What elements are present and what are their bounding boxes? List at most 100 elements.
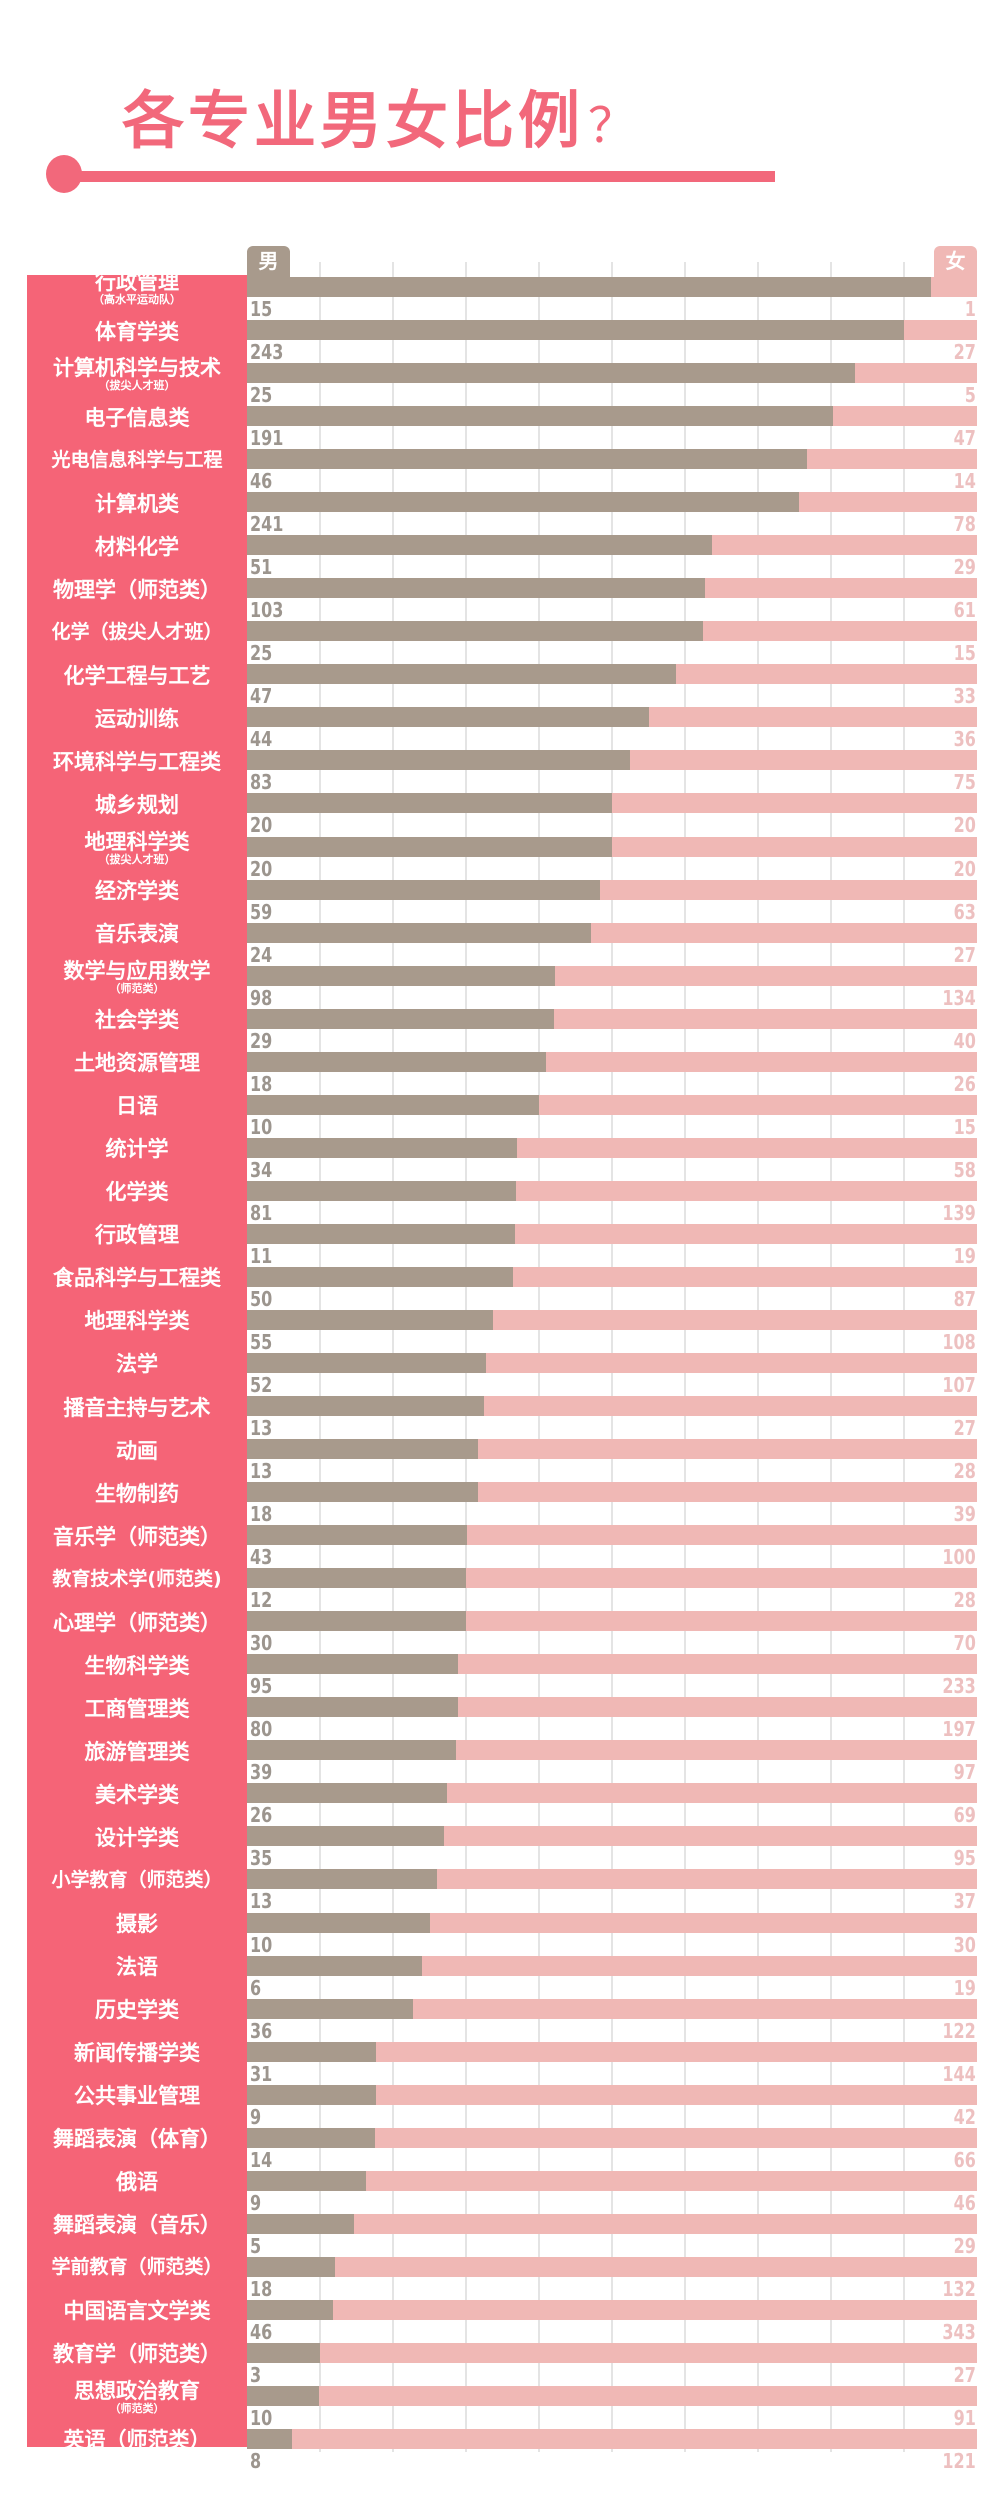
category-label: 音乐学（师范类） [27,1515,247,1558]
value-male: 10 [250,1932,273,1957]
bar-female [630,750,977,771]
value-male: 39 [250,1760,273,1785]
category-label-main: 设计学类 [95,1825,179,1850]
value-female: 20 [953,856,976,881]
category-label: 日语 [27,1085,247,1128]
category-label: 英语（师范类） [27,2419,247,2462]
category-label-main: 播音主持与艺术 [63,1395,211,1420]
value-male: 14 [250,2147,273,2172]
value-male: 31 [250,2061,273,2086]
value-female: 95 [953,1846,976,1871]
bar-male [247,1137,517,1158]
category-label: 环境科学与工程类 [27,740,247,783]
decorative-line [70,171,775,182]
value-male: 15 [250,297,273,321]
category-label-main: 学前教育（师范类） [51,2256,223,2279]
bar-male [247,277,932,297]
value-male: 35 [250,1846,273,1871]
category-label: 工商管理类 [27,1687,247,1730]
value-female: 29 [953,2233,976,2258]
category-label: 计算机类 [27,482,247,525]
bar-male [247,2385,320,2406]
value-male: 80 [250,1717,273,1742]
bar-female [334,2256,977,2277]
value-female: 87 [953,1286,976,1311]
category-label: 生物科学类 [27,1644,247,1687]
category-label: 播音主持与艺术 [27,1386,247,1429]
bar-female [612,793,977,814]
bar-female [553,1008,977,1029]
bar-male [247,320,904,341]
bar-male [247,2256,335,2277]
category-label-main: 行政管理 [95,1223,179,1248]
category-label-sub: （拔尖人才班） [98,852,176,866]
bar-male [247,965,556,986]
bar-male [247,2084,376,2105]
category-label-main: 工商管理类 [84,1696,190,1721]
category-label: 城乡规划 [27,783,247,826]
value-male: 83 [250,770,273,795]
value-female: 47 [953,426,976,451]
category-label: 俄语 [27,2161,247,2204]
category-label-main: 历史学类 [95,1998,179,2023]
bar-female [484,1396,977,1417]
bar-male [247,621,704,642]
category-label: 动画 [27,1429,247,1472]
category-label: 材料化学 [27,525,247,568]
bar-female [515,1180,977,1201]
value-female: 28 [953,1459,976,1484]
category-label: 计算机科学与技术 （拔尖人才班） [27,353,247,396]
value-male: 20 [250,856,273,881]
value-female: 108 [942,1329,976,1354]
bar-male [247,1482,478,1503]
bar-male [247,535,713,556]
value-female: 66 [953,2147,976,2172]
category-label: 旅游管理类 [27,1730,247,1773]
value-male: 18 [250,1071,273,1096]
value-female: 121 [942,2449,976,2473]
category-label: 舞蹈表演（音乐） [27,2204,247,2247]
value-male: 36 [250,2018,273,2043]
page-title: 各专业男女比例？ [122,70,640,160]
value-male: 47 [250,684,273,709]
category-label-main: 计算机类 [95,491,179,516]
value-male: 59 [250,899,273,924]
value-male: 9 [250,2104,262,2129]
category-label-main: 法语 [116,1955,158,1980]
bar-female [590,922,977,943]
legend-female: 女 [934,246,977,280]
bar-female [436,1869,977,1890]
value-male: 29 [250,1028,273,1053]
bar-female [375,2084,977,2105]
category-label: 教育学（师范类） [27,2333,247,2376]
category-label-main: 经济学类 [95,879,179,904]
category-label-sub: （拔尖人才班） [98,379,176,393]
category-label-main: 运动训练 [95,706,179,731]
category-label: 新闻传播学类 [27,2032,247,2075]
bar-female [466,1611,977,1632]
value-female: 58 [953,1157,976,1182]
category-label: 电子信息类 [27,396,247,439]
bar-male [247,836,612,857]
category-label-main: 材料化学 [95,534,179,559]
value-female: 233 [942,1674,976,1699]
bar-male [247,1568,466,1589]
category-label-main: 音乐表演 [95,922,179,947]
category-label: 食品科学与工程类 [27,1257,247,1300]
bar-male [247,1309,494,1330]
value-female: 144 [942,2061,976,2086]
bar-male [247,1051,546,1072]
bar-male [247,1826,444,1847]
value-male: 12 [250,1588,273,1613]
category-label: 摄影 [27,1903,247,1946]
value-female: 46 [953,2190,976,2215]
bar-male [247,664,676,685]
value-male: 191 [250,426,284,451]
value-female: 20 [953,813,976,838]
category-label: 体育学类 [27,310,247,353]
category-label-main: 俄语 [116,2170,158,2195]
category-label: 心理学（师范类） [27,1601,247,1644]
value-female: 122 [942,2018,976,2043]
bar-male [247,922,591,943]
category-label: 化学（拔尖人才班） [27,611,247,654]
